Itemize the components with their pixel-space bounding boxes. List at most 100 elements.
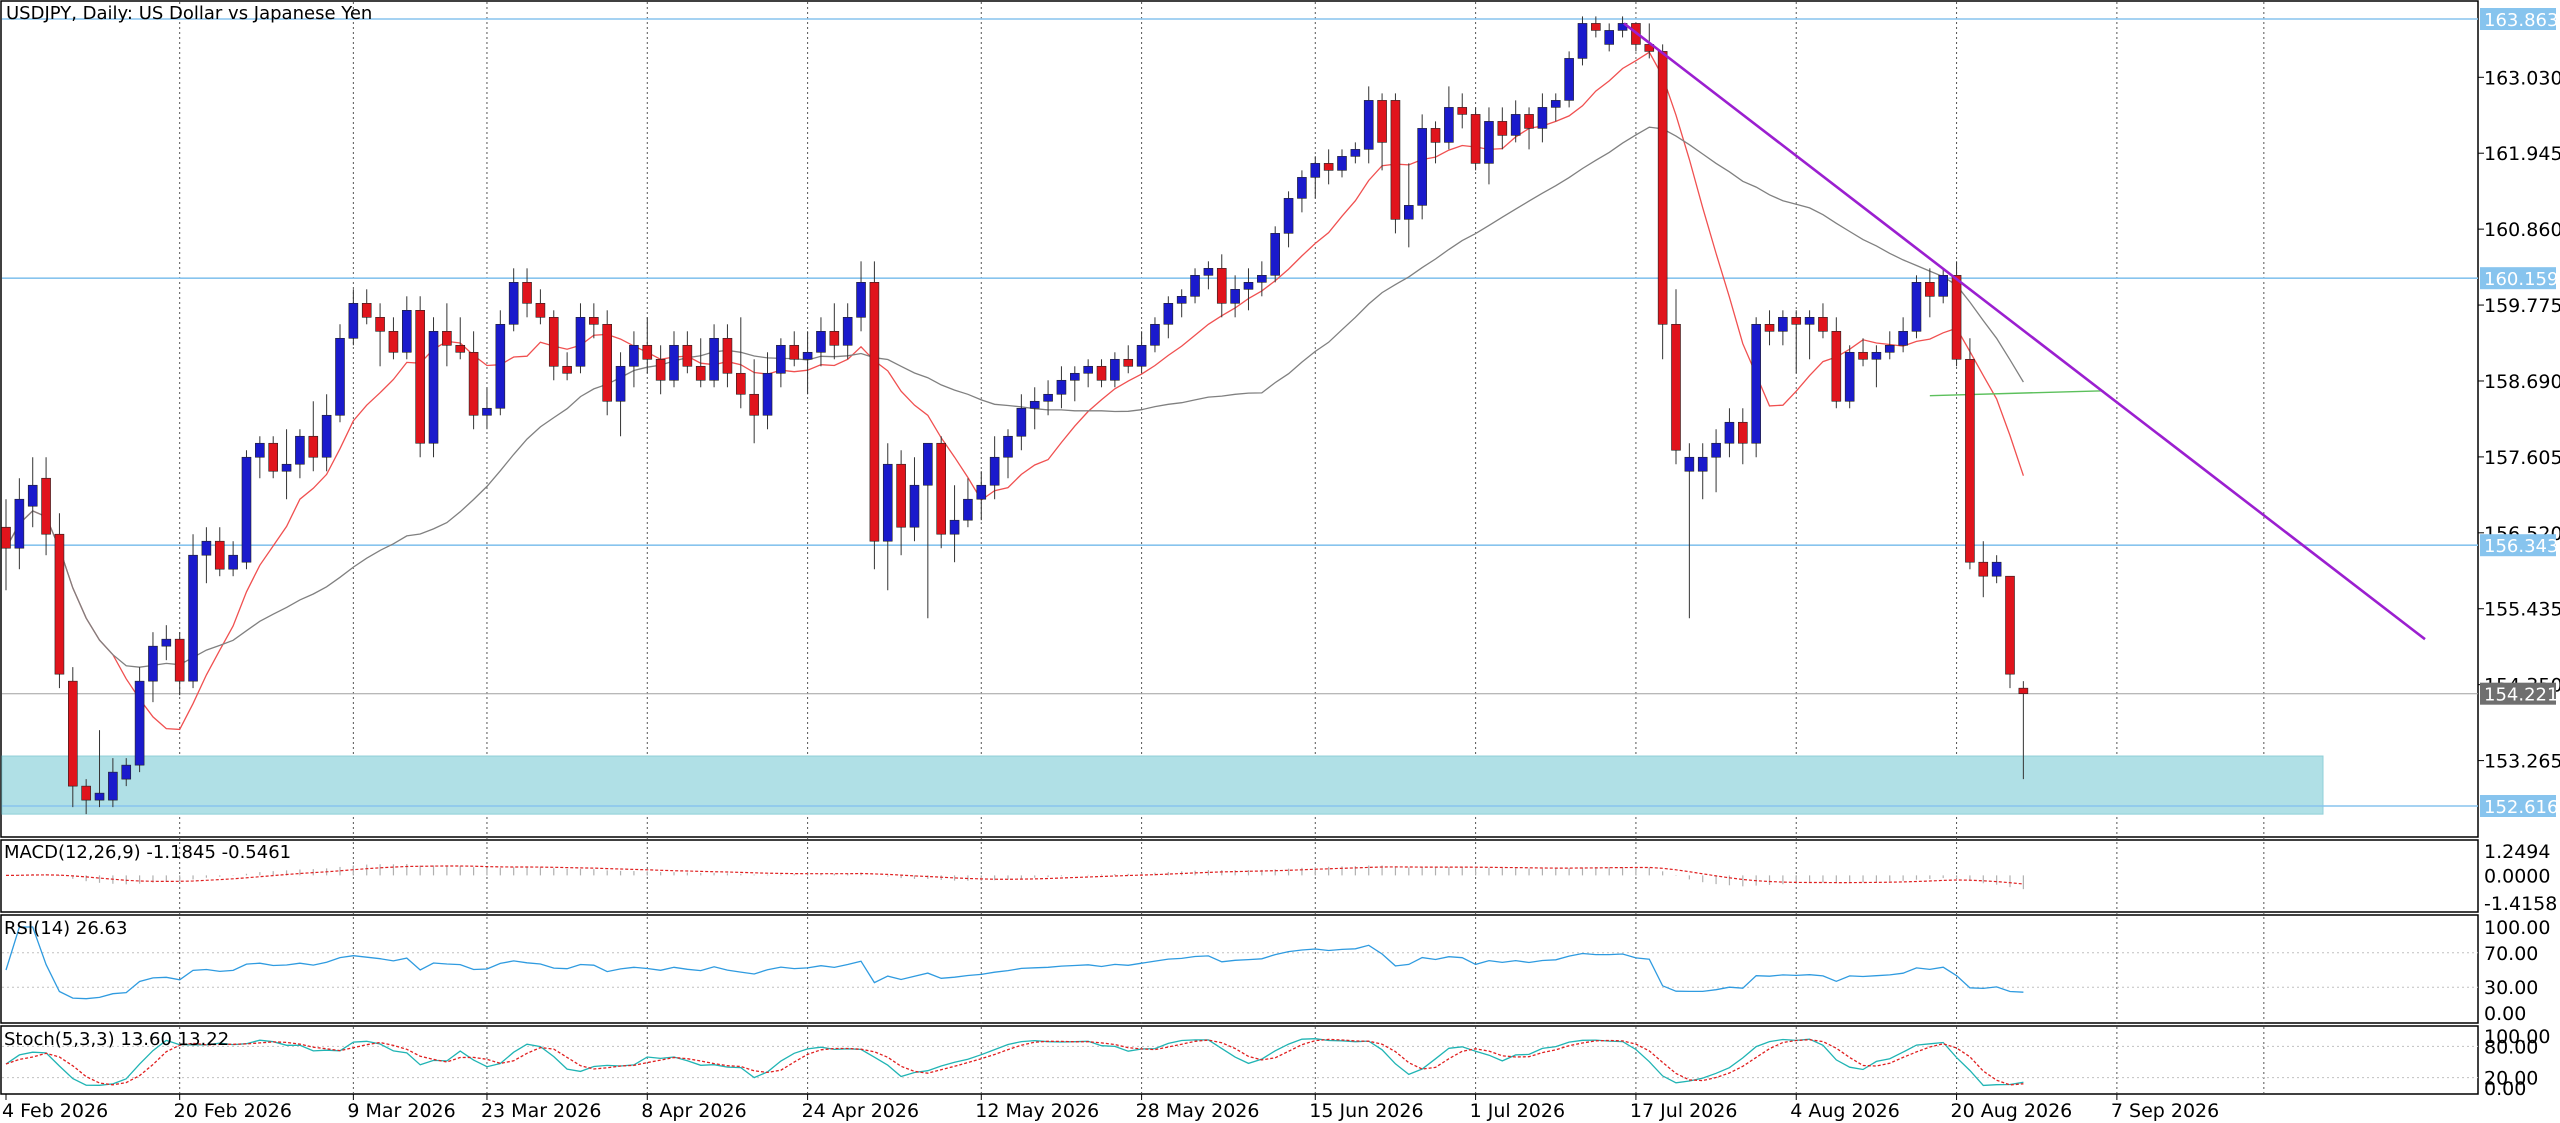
current-price-tag-label: 154.221 — [2484, 685, 2558, 706]
bear-candle — [535, 303, 546, 318]
bear-candle — [1764, 323, 1775, 332]
bear-candle — [1524, 114, 1534, 129]
bear-candle — [2005, 575, 2015, 675]
bull-candle — [1991, 561, 2002, 577]
bear-candle — [936, 442, 947, 535]
bear-candle — [682, 344, 693, 367]
candles-layer — [1, 16, 2029, 815]
stoch-y-label: 20.00 — [2484, 1068, 2538, 1090]
bear-candle — [1738, 421, 1748, 444]
bear-candle — [442, 330, 452, 346]
price-tags: 163.863 160.159 156.343 152.616 154.221 — [2480, 8, 2558, 818]
bear-candle — [81, 785, 91, 801]
bear-candle — [361, 303, 372, 318]
bull-candle — [976, 484, 987, 500]
price-tag-box — [2480, 8, 2556, 30]
x-tick-label: 15 Jun 2026 — [1309, 1100, 1423, 1122]
bear-candle — [1, 526, 11, 549]
bear-candle — [522, 282, 532, 304]
x-tick-label: 23 Mar 2026 — [481, 1100, 601, 1122]
bear-candle — [1831, 330, 1842, 402]
bull-candle — [1203, 268, 1214, 276]
bull-candle — [508, 282, 519, 325]
bull-candle — [1029, 400, 1040, 409]
bear-candle — [308, 435, 319, 458]
macd-signal-line — [5, 865, 2024, 885]
bear-candle — [1470, 114, 1481, 164]
macd-y-label: -1.4158 — [2484, 893, 2557, 915]
bull-candle — [669, 344, 679, 381]
bear-candle — [1657, 51, 1668, 325]
x-tick-label: 8 Apr 2026 — [641, 1100, 746, 1122]
bull-candle — [1016, 407, 1027, 437]
fast-ma-line — [5, 51, 2025, 731]
price-tag-box — [2480, 795, 2556, 817]
bull-candle — [1163, 303, 1174, 325]
bull-candle — [1911, 282, 1922, 332]
bear-candle — [1591, 23, 1601, 31]
bear-candle — [1858, 351, 1868, 360]
price-tag-label: 163.863 — [2484, 10, 2558, 31]
current-price-tag-box — [2480, 682, 2556, 705]
bear-candle — [214, 540, 225, 570]
bear-candle — [562, 365, 572, 374]
bear-candle — [1818, 317, 1828, 332]
bull-candle — [1564, 58, 1574, 101]
chart-title: USDJPY, Daily: US Dollar vs Japanese Yen — [6, 3, 372, 24]
bull-candle — [1337, 156, 1347, 171]
bull-candle — [1577, 23, 1588, 59]
x-tick-label: 4 Aug 2026 — [1790, 1100, 1900, 1122]
x-tick-label: 20 Aug 2026 — [1951, 1100, 2073, 1122]
bear-candle — [829, 330, 840, 346]
bear-candle — [1323, 163, 1334, 171]
bull-candle — [1844, 351, 1855, 402]
bull-candle — [321, 414, 332, 458]
bull-candle — [1150, 323, 1160, 346]
bull-candle — [1003, 435, 1013, 458]
bull-candle — [1444, 107, 1454, 143]
bull-candle — [134, 680, 145, 766]
y-tick-label: 158.690 — [2484, 371, 2560, 393]
y-tick-label: 159.775 — [2484, 295, 2560, 317]
bull-candle — [14, 498, 25, 549]
bear-candle — [375, 317, 385, 332]
x-tick-label: 7 Sep 2026 — [2111, 1100, 2219, 1122]
price-tag-box — [2480, 267, 2556, 290]
bull-candle — [856, 282, 866, 318]
x-tick-label: 24 Apr 2026 — [802, 1100, 919, 1122]
rsi-y-label: 100.00 — [2484, 917, 2550, 939]
bear-candle — [695, 365, 706, 381]
green-ma-segment — [1929, 390, 2104, 397]
bear-candle — [642, 344, 653, 360]
resistance-trendline — [1623, 22, 2426, 641]
bear-candle — [2018, 687, 2029, 694]
y-tick-label: 160.860 — [2484, 219, 2560, 241]
bull-candle — [1871, 351, 1882, 360]
bear-candle — [548, 317, 559, 367]
bull-candle — [802, 351, 813, 360]
main-y-axis: 163.030 161.945 160.860 159.775 158.690 157.6… — [2478, 67, 2560, 773]
bear-candle — [1216, 268, 1227, 304]
bull-candle — [1804, 317, 1815, 325]
bear-candle — [1978, 561, 1989, 577]
bull-candle — [201, 540, 212, 556]
bull-candle — [94, 792, 105, 801]
bull-candle — [188, 554, 198, 682]
bear-candle — [174, 638, 185, 682]
bull-candle — [295, 435, 305, 465]
stoch-signal-line — [5, 1038, 2024, 1086]
support-zone — [1, 755, 2324, 815]
x-tick-label: 17 Jul 2026 — [1630, 1100, 1738, 1122]
bull-candle — [909, 484, 920, 528]
moving-average-layer — [5, 51, 2104, 731]
bear-candle — [68, 680, 78, 787]
y-tick-label: 155.435 — [2484, 599, 2560, 621]
bull-candle — [1176, 296, 1187, 304]
bull-candle — [923, 442, 933, 486]
y-tick-label: 157.605 — [2484, 447, 2560, 469]
y-tick-label: 163.030 — [2484, 67, 2560, 89]
bull-candle — [27, 484, 38, 507]
rsi-title: RSI(14) 26.63 — [4, 918, 127, 939]
